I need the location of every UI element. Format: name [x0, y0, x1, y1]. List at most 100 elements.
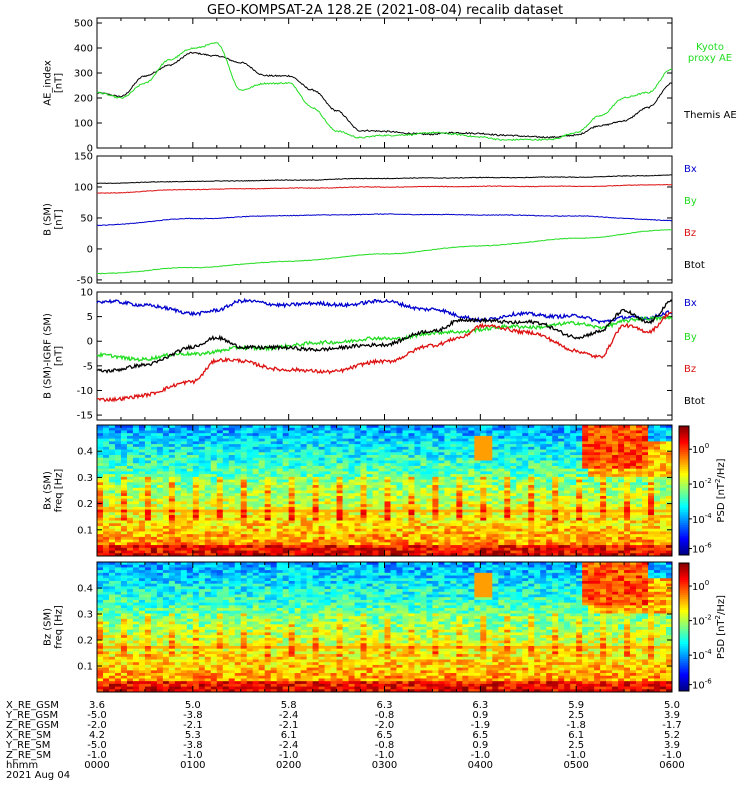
ytick-label: 50 [80, 213, 93, 224]
spec_bx-colorbar-label: PSD [nT2/Hz] [714, 458, 727, 522]
ytick-label: 300 [74, 69, 93, 80]
ephem-value: -5.0 [87, 710, 107, 721]
legend-bz: Bz [684, 364, 696, 375]
chart-panel-b: -50 0 50 100 150 B (SM)[nT] Bx By Bz Btot [43, 152, 705, 287]
ephem-value: 3.9 [664, 710, 680, 721]
spec_bx-colorbar [678, 425, 690, 556]
ephem-value: 6.3 [472, 700, 488, 711]
ephem-value: -5.0 [87, 740, 107, 751]
ephem-value: -1.0 [566, 750, 586, 761]
ephem-row-label: Y_RE_SM [5, 740, 50, 751]
series-btot-line [96, 299, 673, 374]
ephem-value: 5.8 [281, 700, 297, 711]
ytick-label: 100 [74, 119, 93, 130]
ephem-value: -2.1 [183, 720, 203, 731]
legend-kyoto: Kyoto proxy AE [688, 42, 732, 64]
ephem-value: 2.5 [568, 740, 584, 751]
ephem-value: -1.0 [375, 750, 395, 761]
colorbar-tick: 100 [692, 579, 709, 593]
ephem-row-label: Z_RE_SM [6, 750, 51, 761]
ytick-label: 0.4 [77, 584, 93, 595]
ytick-label: 0 [87, 244, 93, 255]
ytick-label: 0 [87, 144, 93, 155]
figure-title: GEO-KOMPSAT-2A 128.2E (2021-08-04) recal… [207, 3, 563, 18]
ephem-value: -3.8 [183, 710, 203, 721]
db-ylabel: B (SM)-IGRF (SM)[nT] [43, 313, 65, 399]
ephem-value: 6.1 [568, 730, 584, 741]
b-frame [96, 155, 673, 284]
chart-panel-ae: 0 100 200 300 400 500 AE_index[nT] Kyoto proxy A… [43, 17, 737, 155]
legend-bx: Bx [684, 164, 697, 175]
ephem-value: 0400 [468, 760, 493, 771]
ephem-value: -1.0 [183, 750, 203, 761]
b-ylabel: B (SM)[nT] [43, 203, 65, 236]
ephem-value: 0500 [563, 760, 588, 771]
ytick-label: -5 [83, 361, 93, 372]
series-themis-ae-line [96, 51, 673, 139]
ytick-label: -50 [77, 275, 93, 286]
ephem-value: 2.5 [568, 710, 584, 721]
ephem-value: 6.3 [377, 700, 393, 711]
series-bz-line [97, 311, 673, 403]
ae-ylabel: AE_index[nT] [43, 60, 65, 106]
ephem-value: 5.2 [664, 730, 680, 741]
ephem-value: 3.9 [664, 740, 680, 751]
colorbar-tick: 10-2 [692, 614, 712, 628]
ephem-value: 5.0 [185, 700, 201, 711]
ephem-value: -2.1 [279, 720, 299, 731]
ytick-label: 400 [74, 44, 93, 55]
chart-panel-spec_bx: 0.1 0.2 0.3 0.4 Bx (SM)freq [Hz] 100 10-2 10-4 1… [43, 424, 727, 557]
ephem-value: -1.7 [662, 720, 682, 731]
ephem-value: -0.8 [375, 740, 395, 751]
ytick-label: 0.2 [77, 499, 93, 510]
ephem-row-label: Y_RE_GSM [5, 710, 58, 721]
ytick-label: 0.1 [77, 662, 93, 673]
ephem-value: 0000 [84, 760, 109, 771]
series-bx-line [96, 213, 673, 227]
ephem-value: -3.8 [183, 740, 203, 751]
ytick-label: 0.1 [77, 525, 93, 536]
legend-btot: Btot [684, 260, 705, 271]
series-by-line [96, 229, 672, 275]
ephem-value: -1.0 [471, 750, 491, 761]
spec_bz-colorbar [678, 562, 690, 692]
colorbar-tick: 10-6 [692, 678, 712, 692]
ytick-label: -10 [77, 386, 93, 397]
ytick-label: 5 [87, 312, 93, 323]
ae-frame [96, 17, 673, 149]
chart-panel-db: -15 -10 -5 0 5 10 B (SM)-IGRF (SM)[nT] Bx By Bz Bt… [43, 288, 705, 422]
ephem-value: -2.0 [375, 720, 395, 731]
chart-panel-spec_bz: 0.1 0.2 0.3 0.4 Bz (SM)freq [Hz] 100 10-2 10-4 1… [43, 561, 727, 693]
ephem-value: 3.6 [89, 700, 105, 711]
colorbar-tick: 10-2 [692, 477, 712, 491]
spec_bz-colorbar-label: PSD [nT2/Hz] [714, 595, 727, 659]
ephem-row-label: X_RE_SM [6, 730, 51, 741]
ytick-label: 10 [80, 288, 93, 299]
ephem-value: -1.8 [566, 720, 586, 731]
ephem-value: 0.9 [472, 740, 488, 751]
ephem-value: 6.5 [472, 730, 488, 741]
ephem-value: -1.0 [87, 750, 107, 761]
ephem-value: 6.5 [377, 730, 393, 741]
ephem-row-label: X_RE_GSM [6, 700, 59, 711]
ephem-value: -2.4 [279, 740, 299, 751]
ephem-value: 0100 [180, 760, 205, 771]
ephem-value: 0.9 [472, 710, 488, 721]
ephem-value: 0600 [659, 760, 684, 771]
colorbar-tick: 10-4 [692, 648, 712, 662]
ytick-label: 100 [74, 182, 93, 193]
ephem-row-label: hhmm [6, 760, 38, 771]
ephemeris-table: X_RE_GSM 3.6 5.0 5.8 6.3 6.3 5.9 5.0 Y_RE_GSM -5.… [5, 700, 685, 781]
legend-bx: Bx [684, 298, 697, 309]
legend-themis: Themis AE [683, 110, 737, 121]
ytick-label: -15 [77, 411, 93, 422]
ephem-value: -1.9 [471, 720, 491, 731]
ytick-label: 150 [74, 152, 93, 163]
spec_bz-ylabel: Bz (SM)freq [Hz] [43, 605, 65, 649]
ytick-label: 0.3 [77, 473, 93, 484]
colorbar-tick: 10-6 [692, 542, 712, 556]
ephem-value: 5.9 [568, 700, 584, 711]
legend-by: By [684, 332, 697, 343]
ephem-value: -2.4 [279, 710, 299, 721]
